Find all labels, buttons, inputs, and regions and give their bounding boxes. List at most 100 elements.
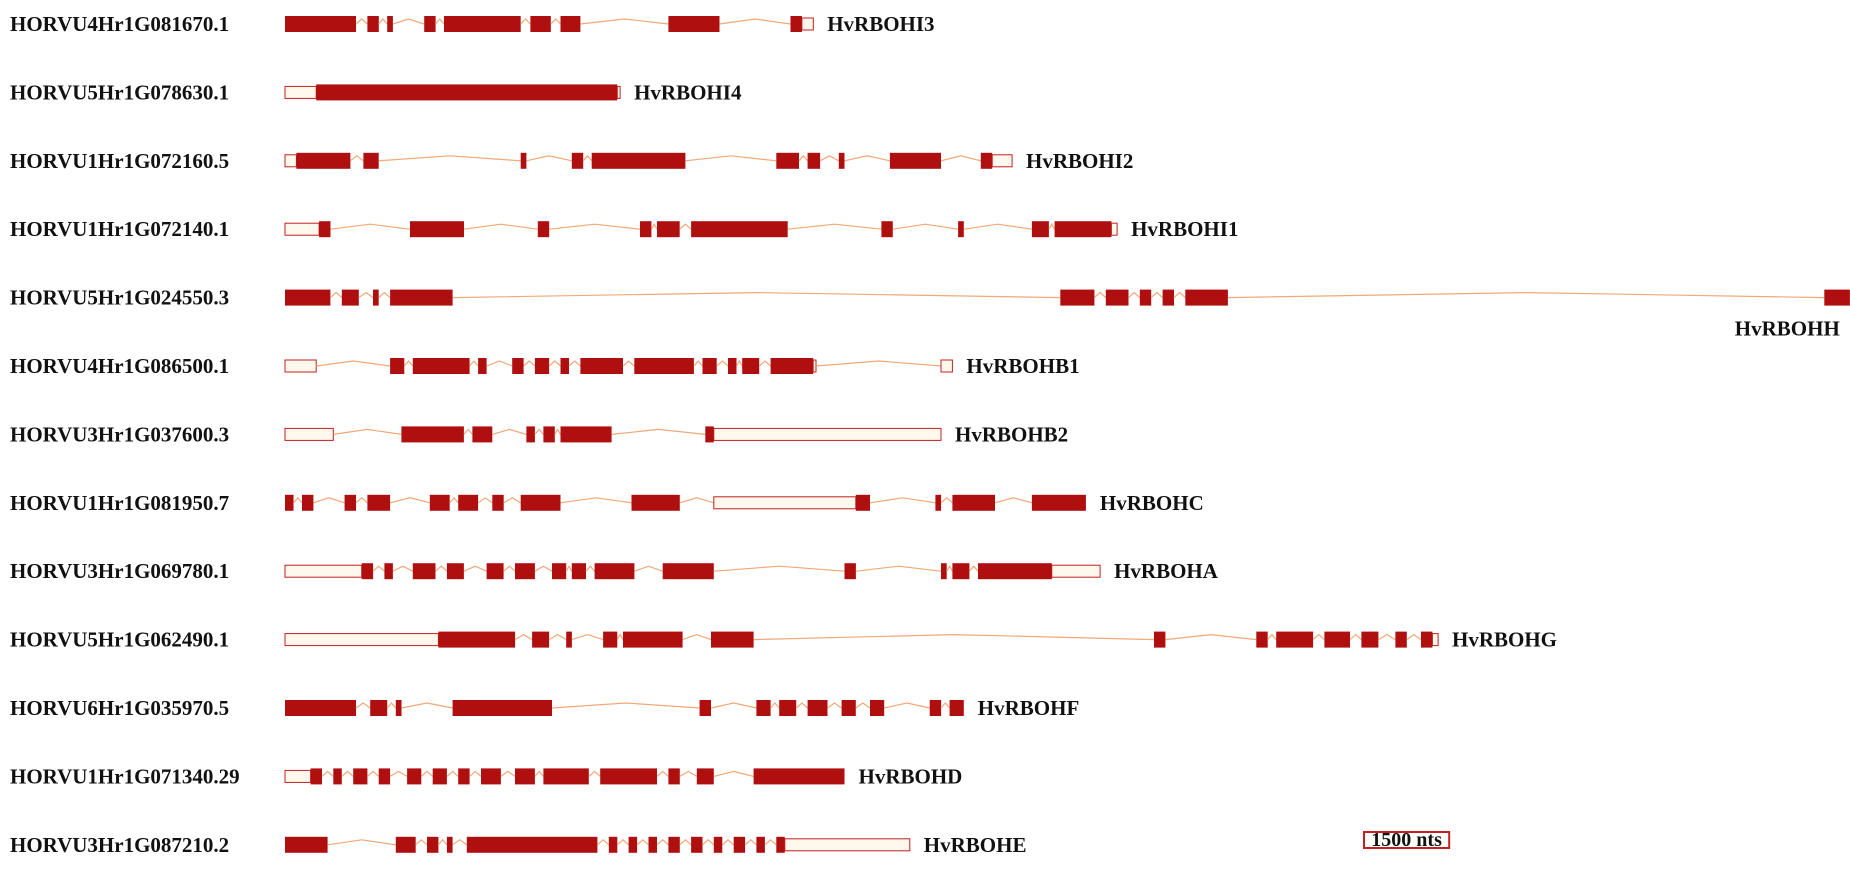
exon-block xyxy=(941,563,947,580)
intron-line xyxy=(940,155,981,162)
exon-block xyxy=(870,700,885,716)
gene-name-label: HvRBOHI1 xyxy=(1131,217,1238,241)
exon-block xyxy=(711,631,754,648)
intron-line xyxy=(514,633,533,641)
intron-line xyxy=(313,497,345,504)
intron-line xyxy=(548,360,561,367)
intron-line xyxy=(1267,633,1277,640)
intron-line xyxy=(884,702,930,709)
exon-block xyxy=(881,221,893,238)
exon-block xyxy=(1054,221,1112,238)
intron-line xyxy=(420,770,434,777)
exon-block xyxy=(776,836,785,853)
intron-line xyxy=(1173,291,1186,299)
exon-block xyxy=(285,494,294,511)
intron-line xyxy=(452,291,1061,299)
exon-block xyxy=(363,152,379,169)
intron-line xyxy=(616,838,629,846)
intron-line xyxy=(316,360,391,367)
exon-block xyxy=(662,563,714,580)
scale-bar-label: 1500 nts xyxy=(1371,829,1442,851)
intron-line xyxy=(435,565,448,572)
exon-block xyxy=(733,836,746,853)
gene-id-label: HORVU1Hr1G071340.29 xyxy=(10,764,240,788)
intron-line xyxy=(616,633,624,640)
exon-block xyxy=(841,700,856,716)
utr-box xyxy=(1110,222,1118,236)
intron-line xyxy=(355,497,368,504)
gene-row: HORVU4Hr1G081670.1 HvRBOHI3 xyxy=(10,12,935,36)
utr-box xyxy=(284,222,320,236)
exon-block xyxy=(410,221,464,238)
intron-line xyxy=(401,702,453,709)
intron-line xyxy=(722,838,735,846)
exon-block xyxy=(353,768,368,785)
exon-block xyxy=(958,221,964,238)
intron-line xyxy=(355,702,371,709)
gene-name-label: HvRBOHC xyxy=(1100,491,1204,515)
intron-line xyxy=(787,223,882,230)
intron-line xyxy=(713,565,845,572)
exon-block xyxy=(631,494,680,511)
gene-name-label: HvRBOHI3 xyxy=(827,12,934,36)
exon-block xyxy=(696,768,714,785)
intron-line xyxy=(827,702,842,709)
intron-line xyxy=(477,497,493,504)
exon-block xyxy=(534,358,550,374)
exon-block xyxy=(1361,631,1379,648)
exon-block xyxy=(341,289,359,306)
intron-line xyxy=(355,18,368,25)
intron-line xyxy=(636,838,649,846)
intron-line xyxy=(713,770,754,777)
scale-bar-box xyxy=(1363,831,1451,849)
gene-row: HORVU5Hr1G062490.1 HvRBOHG xyxy=(10,628,1557,652)
exon-block xyxy=(1824,289,1850,306)
exon-block xyxy=(648,836,657,853)
intron-line xyxy=(446,770,459,777)
gene-id-label: HORVU5Hr1G062490.1 xyxy=(10,628,229,652)
gene-name-label: HvRBOHE xyxy=(924,833,1027,857)
intron-line xyxy=(622,360,635,367)
intron-line xyxy=(392,565,414,572)
exon-block xyxy=(532,631,550,648)
exon-block xyxy=(370,700,388,716)
intron-line xyxy=(386,702,397,709)
gene-name-label: HvRBOHD xyxy=(859,764,963,788)
intron-line xyxy=(349,155,364,162)
exon-block xyxy=(1421,631,1433,648)
intron-line xyxy=(946,564,953,572)
exon-block xyxy=(512,358,524,374)
intron-line xyxy=(588,770,601,777)
exon-block xyxy=(515,563,535,580)
intron-line xyxy=(389,497,430,504)
gene-row: HORVU5Hr1G078630.1 HvRBOHI4 xyxy=(10,80,742,104)
gene-row: HORVU1Hr1G072140.1 HvRBOHI1 xyxy=(10,217,1238,241)
intron-line xyxy=(1349,633,1362,641)
gene-row: HORVU5Hr1G024550.3 HvRBOHH xyxy=(10,286,1850,341)
intron-line xyxy=(452,839,468,846)
intron-line xyxy=(585,565,596,572)
intron-line xyxy=(526,155,572,162)
exon-block xyxy=(668,836,680,853)
utr-box xyxy=(284,154,297,168)
utr-box xyxy=(284,427,334,441)
utr-box xyxy=(991,154,1013,168)
exon-block xyxy=(1185,289,1228,306)
intron-line xyxy=(469,360,479,367)
exon-block xyxy=(1139,289,1152,306)
intron-line xyxy=(892,223,959,230)
exon-block xyxy=(591,152,686,169)
exon-block xyxy=(742,358,760,374)
intron-line xyxy=(736,359,743,367)
intron-line xyxy=(679,770,698,777)
exon-block xyxy=(1324,631,1350,648)
gene-name-label: HvRBOHI4 xyxy=(634,80,742,104)
intron-line xyxy=(571,633,604,641)
exon-block xyxy=(790,16,802,32)
intron-line xyxy=(378,18,388,25)
intron-line xyxy=(403,360,414,367)
exon-block xyxy=(699,700,711,716)
intron-line xyxy=(534,770,544,777)
intron-line xyxy=(940,497,953,504)
gene-name-label: HvRBOHG xyxy=(1452,628,1557,652)
